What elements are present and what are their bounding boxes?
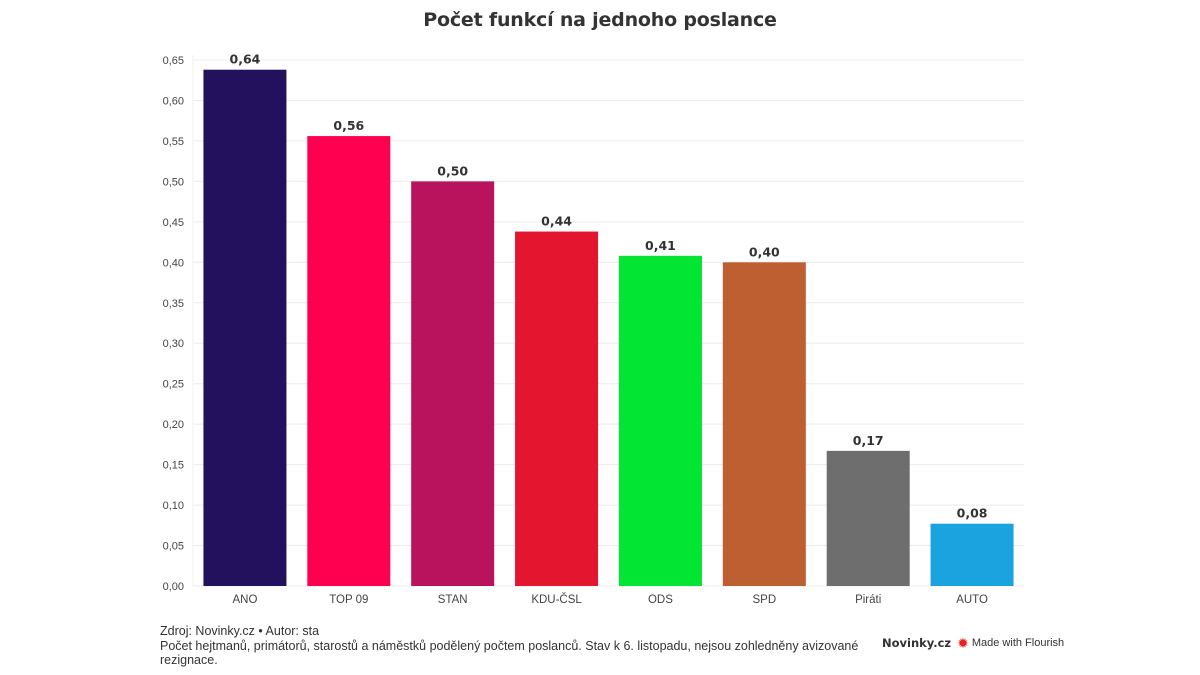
x-tick-label: Piráti: [855, 594, 881, 606]
bar[interactable]: [515, 231, 599, 586]
x-tick-label: STAN: [438, 594, 468, 606]
y-tick-label: 0,65: [163, 55, 184, 67]
chart-note: Počet hejtmanů, primátorů, starostů a ná…: [160, 638, 859, 668]
y-tick-label: 0,25: [163, 379, 184, 391]
y-tick-label: 0,35: [163, 298, 184, 310]
y-tick-label: 0,55: [163, 136, 184, 148]
data-label: 0,50: [437, 163, 468, 178]
data-label: 0,08: [957, 506, 988, 521]
x-tick-label: KDU-ČSL: [531, 593, 582, 606]
source-credit: Zdroj: Novinky.cz • Autor: sta: [160, 624, 320, 638]
bar[interactable]: [930, 523, 1014, 586]
data-label: 0,17: [853, 433, 884, 448]
y-tick-label: 0,60: [163, 95, 184, 107]
chart-title: Počet funkcí na jednoho poslance: [423, 9, 777, 31]
y-tick-label: 0,20: [163, 419, 184, 431]
y-tick-label: 0,30: [163, 338, 184, 350]
data-label: 0,56: [333, 118, 364, 133]
flourish-burst-icon: ✹: [957, 635, 969, 651]
publisher-logo[interactable]: Novinky.cz: [882, 636, 952, 650]
bar[interactable]: [722, 262, 806, 586]
x-tick-label: AUTO: [956, 594, 988, 606]
data-label: 0,44: [541, 214, 572, 229]
made-with-flourish-label: Made with Flourish: [971, 637, 1065, 649]
y-tick-label: 0,40: [163, 257, 184, 269]
y-tick-label: 0,10: [163, 500, 184, 512]
y-tick-label: 0,50: [163, 176, 184, 188]
bar[interactable]: [203, 69, 287, 587]
y-tick-label: 0,15: [163, 460, 184, 472]
bar[interactable]: [618, 255, 702, 586]
bar[interactable]: [826, 450, 910, 586]
chart-footer: Zdroj: Novinky.cz • Autor: sta Počet hej…: [160, 624, 880, 668]
x-tick-label: TOP 09: [329, 594, 368, 606]
x-tick-label: ODS: [648, 594, 673, 606]
data-label: 0,40: [749, 244, 780, 259]
data-label: 0,64: [230, 52, 261, 67]
data-label: 0,41: [645, 238, 676, 253]
made-with-flourish-link[interactable]: ✹ Made with Flourish: [957, 636, 1064, 650]
y-tick-label: 0,00: [163, 581, 184, 593]
bar-chart: 0,00 0,05 0,10 0,15 0,20 0,25 0,30 0,35 0,40 0,45…: [163, 52, 1024, 606]
bar[interactable]: [307, 136, 391, 586]
x-tick-label: SPD: [752, 594, 776, 606]
y-tick-label: 0,45: [163, 217, 184, 229]
x-tick-label: ANO: [232, 594, 257, 606]
bar[interactable]: [411, 181, 495, 586]
y-tick-label: 0,05: [163, 541, 184, 553]
branding: Novinky.cz ✹ Made with Flourish: [882, 636, 1064, 650]
